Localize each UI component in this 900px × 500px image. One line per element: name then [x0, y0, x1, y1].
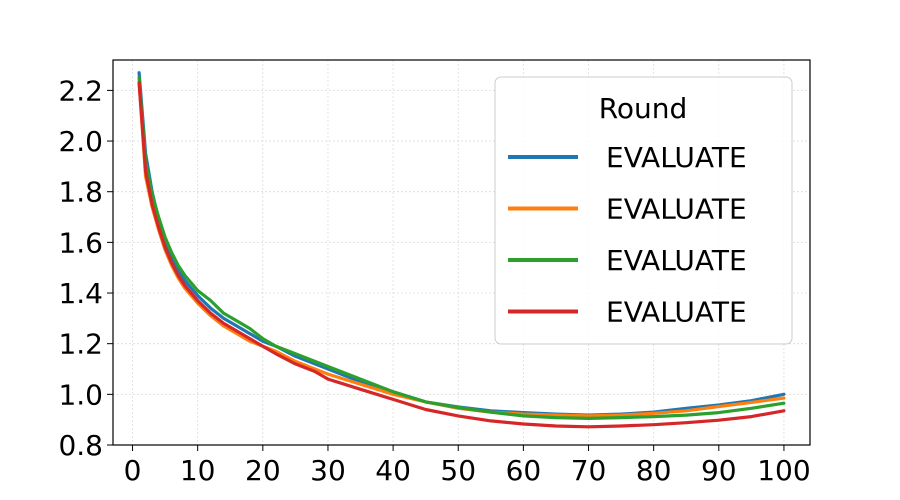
x-tick-label: 60	[506, 454, 542, 487]
y-tick-label: 1.8	[58, 176, 103, 209]
y-tick-label: 1.0	[58, 378, 103, 411]
y-tick-label: 1.4	[58, 277, 103, 310]
x-tick-label: 30	[310, 454, 346, 487]
x-tick-label: 40	[375, 454, 411, 487]
x-tick-label: 90	[701, 454, 737, 487]
x-tick-label: 80	[636, 454, 672, 487]
x-tick-label: 0	[124, 454, 142, 487]
legend: Round EVALUATE EVALUATE EVALUATE EVALUATE	[494, 76, 793, 345]
x-tick-label: 70	[571, 454, 607, 487]
x-tick-label: 10	[180, 454, 216, 487]
y-tick-label: 2.0	[58, 125, 103, 158]
series-line-3	[137, 76, 786, 420]
legend-items: EVALUATE EVALUATE EVALUATE EVALUATE	[508, 141, 747, 329]
plot-frame	[112, 59, 811, 446]
x-tick-label: 20	[245, 454, 281, 487]
legend-title: Round	[599, 92, 688, 125]
x-tick-label: 100	[757, 454, 810, 487]
y-tick-label: 1.2	[58, 328, 103, 361]
legend-label-1: EVALUATE	[606, 141, 747, 174]
legend-label-4: EVALUATE	[606, 296, 747, 329]
legend-label-2: EVALUATE	[606, 193, 747, 226]
x-axis: 0 10 20 30 40 50 60 70 80 90 100	[124, 445, 811, 487]
legend-label-3: EVALUATE	[606, 244, 747, 277]
series-lines	[137, 71, 786, 429]
x-tick-label: 50	[440, 454, 476, 487]
y-axis: 0.8 1.0 1.2 1.4 1.6 1.8 2.0 2.2	[58, 74, 113, 462]
series-line-4	[137, 81, 786, 429]
y-tick-label: 2.2	[58, 74, 103, 107]
legend-box	[494, 76, 793, 345]
y-tick-label: 1.6	[58, 226, 103, 259]
y-tick-label: 0.8	[58, 429, 103, 462]
